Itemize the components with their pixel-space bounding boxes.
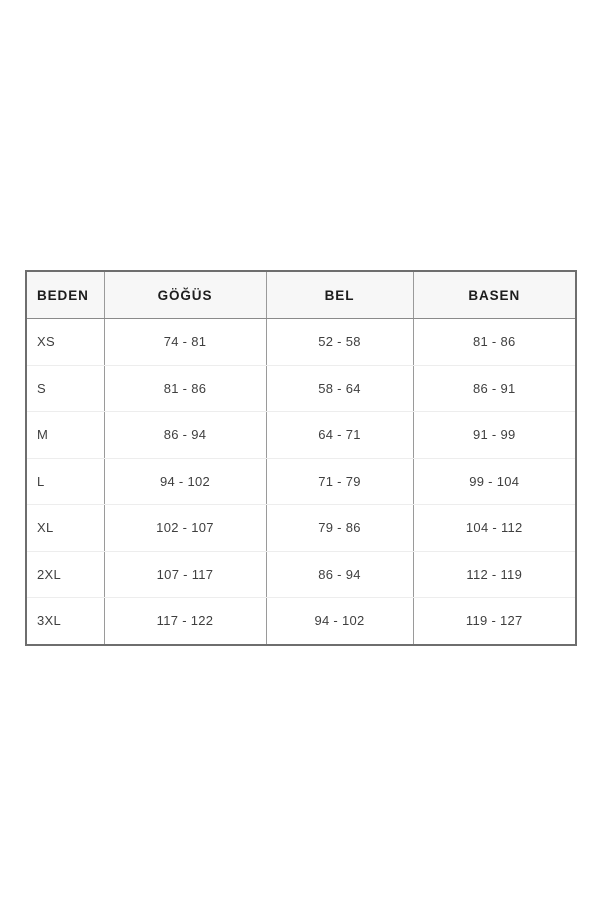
cell-waist: 86 - 94: [266, 551, 414, 598]
cell-size: 3XL: [26, 597, 105, 645]
cell-size: L: [26, 458, 105, 505]
table-header: BEDEN GÖĞÜS BEL BASEN: [26, 271, 576, 319]
cell-waist: 52 - 58: [266, 318, 414, 366]
cell-size: S: [26, 365, 105, 412]
cell-hip: 81 - 86: [413, 318, 576, 366]
column-header-basen: BASEN: [413, 271, 576, 319]
column-header-gogus: GÖĞÜS: [104, 271, 267, 319]
table-body: XS 74 - 81 52 - 58 81 - 86 S 81 - 86 58 …: [26, 318, 576, 645]
cell-hip: 112 - 119: [413, 551, 576, 598]
cell-chest: 94 - 102: [104, 458, 267, 505]
cell-chest: 102 - 107: [104, 504, 267, 552]
cell-chest: 86 - 94: [104, 411, 267, 459]
cell-chest: 81 - 86: [104, 365, 267, 412]
cell-chest: 74 - 81: [104, 318, 267, 366]
size-chart-table: BEDEN GÖĞÜS BEL BASEN XS 74 - 81 52 - 58…: [25, 270, 577, 646]
cell-waist: 94 - 102: [266, 597, 414, 645]
cell-hip: 104 - 112: [413, 504, 576, 552]
size-chart-container: BEDEN GÖĞÜS BEL BASEN XS 74 - 81 52 - 58…: [25, 270, 577, 646]
table-row: L 94 - 102 71 - 79 99 - 104: [26, 458, 576, 505]
cell-size: M: [26, 411, 105, 459]
cell-chest: 117 - 122: [104, 597, 267, 645]
cell-chest: 107 - 117: [104, 551, 267, 598]
column-header-bel: BEL: [266, 271, 414, 319]
cell-size: 2XL: [26, 551, 105, 598]
cell-size: XL: [26, 504, 105, 552]
table-row: XS 74 - 81 52 - 58 81 - 86: [26, 318, 576, 366]
table-row: 3XL 117 - 122 94 - 102 119 - 127: [26, 597, 576, 645]
table-row: S 81 - 86 58 - 64 86 - 91: [26, 365, 576, 412]
table-row: XL 102 - 107 79 - 86 104 - 112: [26, 504, 576, 552]
cell-waist: 64 - 71: [266, 411, 414, 459]
cell-hip: 91 - 99: [413, 411, 576, 459]
cell-waist: 71 - 79: [266, 458, 414, 505]
table-row: 2XL 107 - 117 86 - 94 112 - 119: [26, 551, 576, 598]
cell-hip: 99 - 104: [413, 458, 576, 505]
table-row: M 86 - 94 64 - 71 91 - 99: [26, 411, 576, 459]
cell-size: XS: [26, 318, 105, 366]
cell-waist: 58 - 64: [266, 365, 414, 412]
cell-hip: 119 - 127: [413, 597, 576, 645]
header-row: BEDEN GÖĞÜS BEL BASEN: [26, 271, 576, 319]
column-header-beden: BEDEN: [26, 271, 105, 319]
cell-hip: 86 - 91: [413, 365, 576, 412]
cell-waist: 79 - 86: [266, 504, 414, 552]
